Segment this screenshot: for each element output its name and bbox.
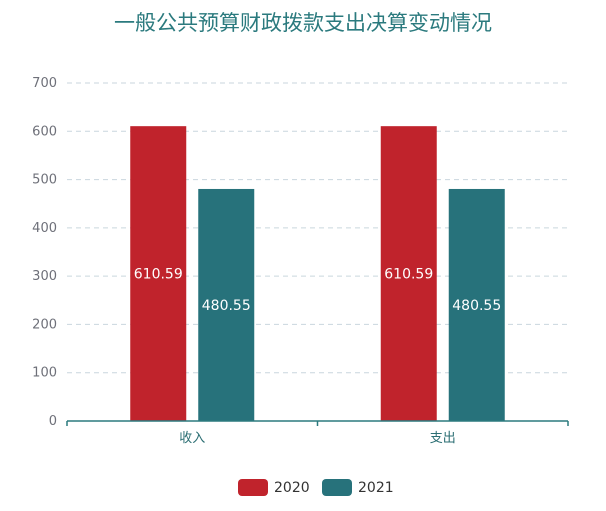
y-tick-label: 100 <box>32 366 57 381</box>
legend-swatch <box>322 479 352 496</box>
legend-item-2021[interactable]: 2021 <box>322 479 394 496</box>
bar-2021-0[interactable] <box>198 188 255 421</box>
bars <box>130 126 505 422</box>
y-tick-label: 700 <box>32 76 57 91</box>
chart-title: 一般公共预算财政拨款支出决算变动情况 <box>114 11 492 35</box>
data-labels: 610.59 480.55 610.59 480.55 <box>134 267 502 314</box>
legend-swatch <box>238 479 268 496</box>
legend-item-2020[interactable]: 2020 <box>238 479 310 496</box>
data-label: 610.59 <box>134 267 183 283</box>
data-label: 480.55 <box>202 298 251 314</box>
bar-2021-1[interactable] <box>448 188 505 421</box>
y-tick-label: 300 <box>32 269 57 284</box>
y-tick-label: 500 <box>32 173 57 188</box>
legend[interactable]: 2020 2021 <box>238 479 394 496</box>
y-axis-ticks: 0 100 200 300 400 500 600 700 <box>32 76 57 429</box>
data-label: 480.55 <box>452 298 501 314</box>
bar-2020-1[interactable] <box>380 126 437 422</box>
y-tick-label: 0 <box>49 414 57 429</box>
legend-label: 2020 <box>274 480 310 496</box>
y-tick-label: 200 <box>32 317 57 332</box>
legend-label: 2021 <box>358 480 394 496</box>
y-tick-label: 400 <box>32 221 57 236</box>
x-category-label: 支出 <box>430 431 456 446</box>
bar-2020-0[interactable] <box>130 126 187 422</box>
x-axis: 收入 支出 <box>66 420 569 446</box>
x-category-label: 收入 <box>179 431 205 446</box>
data-label: 610.59 <box>384 267 433 283</box>
y-tick-label: 600 <box>32 124 57 139</box>
